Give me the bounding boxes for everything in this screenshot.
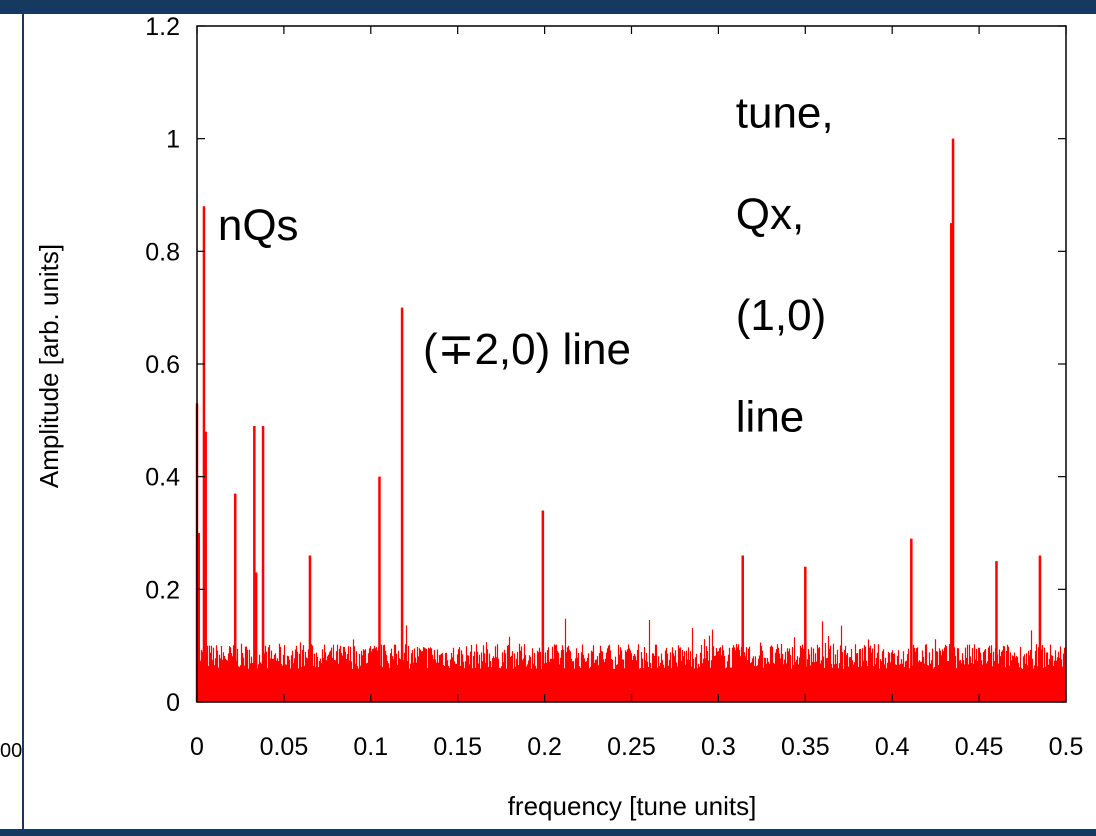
peak-annotation: (∓2,0) line <box>423 325 631 374</box>
slide-bottom-bar <box>0 829 1096 836</box>
x-ticks: 0 0.05 0.1 0.15 0.2 0.25 0.3 0.35 0.4 0.45 0.5 <box>190 26 1083 761</box>
slide-top-bar <box>0 0 1096 14</box>
x-tick-label: 0.1 <box>353 733 388 761</box>
x-tick-label: 0.5 <box>1049 733 1084 761</box>
edge-label: 00 <box>0 740 23 762</box>
plot-frame <box>196 25 1067 703</box>
y-tick-label: 0.2 <box>145 576 180 604</box>
peak-annotation: line <box>736 393 805 442</box>
y-tick-label: 0.6 <box>145 351 180 379</box>
y-tick-label: 1.2 <box>145 13 180 41</box>
peak-annotation: tune, <box>736 88 834 137</box>
y-tick-label: 0.4 <box>145 464 180 492</box>
noise-floor <box>196 618 1067 702</box>
y-axis-title: Amplitude [arb. units] <box>34 244 64 488</box>
y-ticks: 0 0.2 0.4 0.6 0.8 1 1.2 <box>145 13 1066 717</box>
slide-left-panel <box>0 14 24 829</box>
y-tick-label: 0 <box>166 689 180 717</box>
x-tick-label: 0 <box>190 733 204 761</box>
peak-annotation: nQs <box>218 201 299 250</box>
x-tick-label: 0.15 <box>433 733 482 761</box>
annotations: nQs (∓2,0) line tune, Qx, (1,0) line <box>218 88 834 441</box>
x-tick-label: 0.3 <box>701 733 736 761</box>
peak-annotation: (1,0) <box>736 291 826 340</box>
spectrum-bars <box>195 138 1067 702</box>
y-tick-label: 1 <box>166 126 180 154</box>
x-tick-label: 0.35 <box>781 733 830 761</box>
x-tick-label: 0.45 <box>955 733 1004 761</box>
y-tick-label: 0.8 <box>145 238 180 266</box>
plot-border <box>196 25 1067 703</box>
x-tick-label: 0.4 <box>875 733 910 761</box>
x-tick-label: 0.2 <box>527 733 562 761</box>
x-axis-title: frequency [tune units] <box>508 791 757 821</box>
x-tick-label: 0.25 <box>607 733 656 761</box>
x-tick-label: 0.05 <box>260 733 309 761</box>
peak-annotation: Qx, <box>736 190 804 239</box>
